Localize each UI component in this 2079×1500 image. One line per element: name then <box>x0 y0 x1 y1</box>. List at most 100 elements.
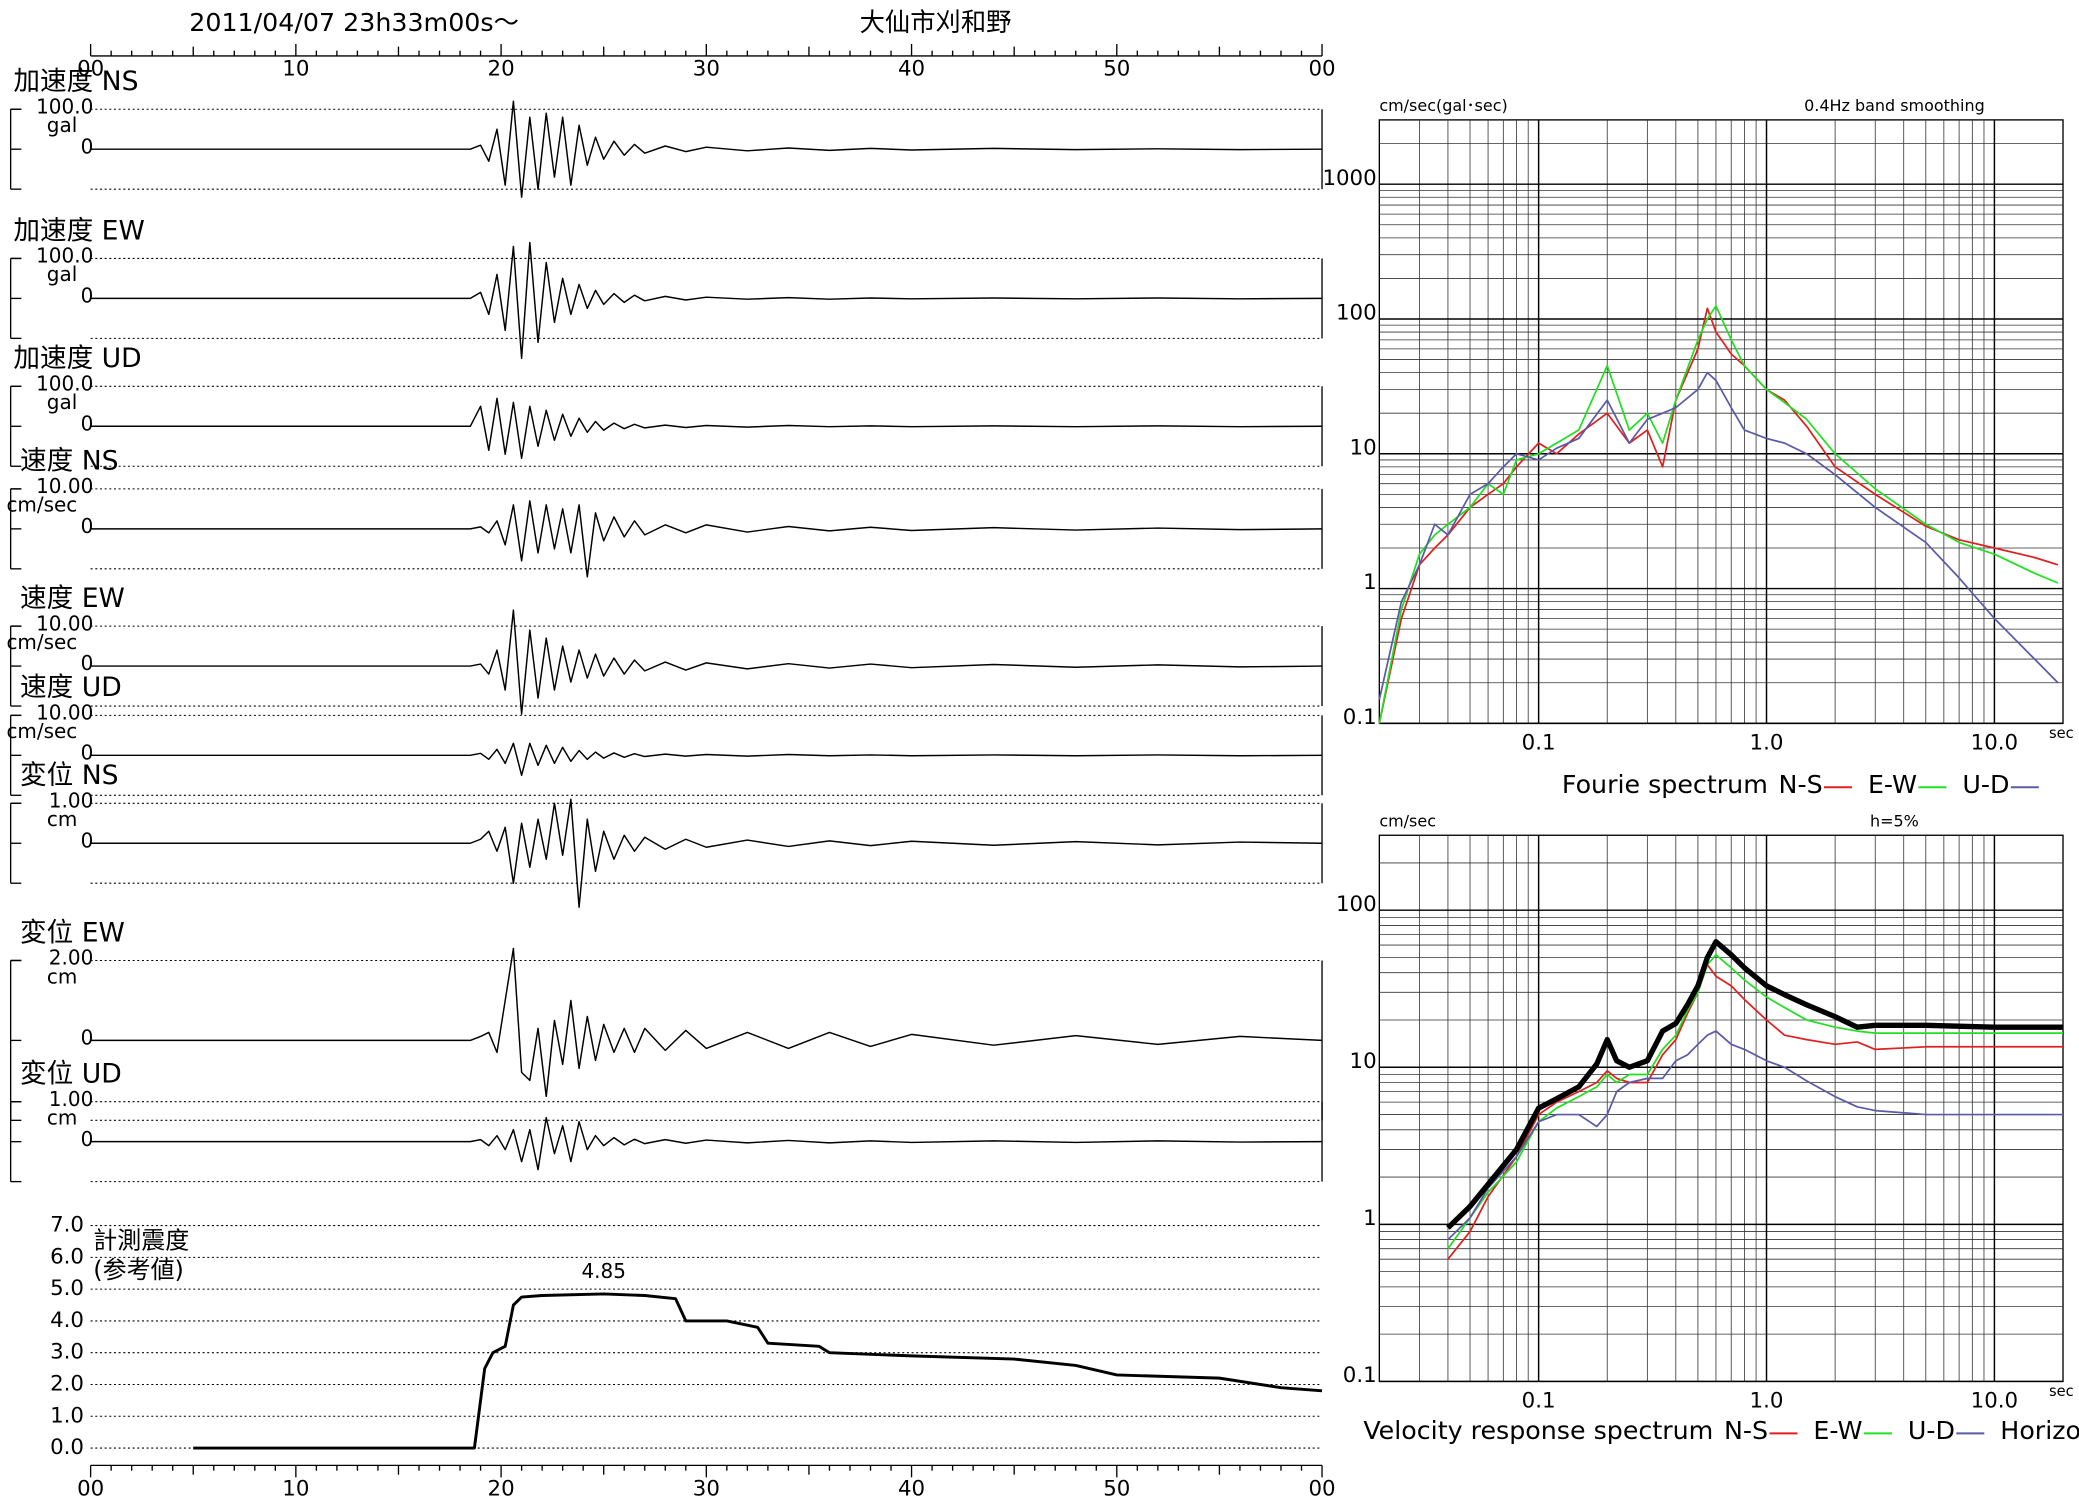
x-tick-label: 20 <box>488 1476 515 1500</box>
x-tick-label: 00 <box>77 1476 104 1500</box>
trace <box>90 798 1323 908</box>
y-tick-label: 1 <box>1363 1206 1377 1231</box>
spectrum-line <box>1446 939 2064 1230</box>
y-tick-label: 3.0 <box>50 1340 84 1365</box>
trace <box>90 100 1323 198</box>
unit-label: cm <box>47 1106 77 1130</box>
datetime: 2011/04/07 23h33m00s〜 <box>189 8 519 37</box>
plot-frame <box>1378 119 2064 725</box>
panel-label: 変位 EW <box>20 917 125 948</box>
station: 大仙市刈和野 <box>860 8 1012 37</box>
legend-label: N-S <box>1779 770 1823 799</box>
y-tick-label: 0 <box>81 740 94 764</box>
y-tick-label: 2.0 <box>50 1371 84 1396</box>
y-tick-label: 0 <box>81 284 94 308</box>
x-tick-label: 00 <box>1308 1476 1335 1500</box>
y-tick-label: 0 <box>81 134 94 158</box>
unit-label: cm/sec <box>6 719 77 743</box>
trace <box>90 742 1323 777</box>
panel-label: 加速度 NS <box>13 66 138 97</box>
y-tick-label: 100.0 <box>36 94 93 118</box>
x-tick-label: 00 <box>1308 56 1335 81</box>
panel-label: 変位 UD <box>20 1059 122 1090</box>
unit-label: gal <box>47 262 77 286</box>
x-axis-label: sec <box>2049 725 2074 742</box>
y-tick-label: 7.0 <box>50 1213 84 1238</box>
y-tick-label: 4.0 <box>50 1308 84 1333</box>
y-tick-label: 6.0 <box>50 1244 84 1269</box>
panel-label: 変位 NS <box>20 760 119 791</box>
y-tick-label: 2.00 <box>49 946 93 970</box>
x-tick-label: 1.0 <box>1750 1388 1784 1413</box>
y-tick-label: 100.0 <box>36 371 93 395</box>
y-tick-label: 1000 <box>1322 166 1376 191</box>
y-tick-label: 0 <box>81 828 94 852</box>
unit-label: gal <box>47 113 77 137</box>
trace <box>90 500 1323 578</box>
y-tick-label: 10.00 <box>36 474 93 498</box>
x-tick-label: 10.0 <box>1971 1388 2018 1413</box>
y-axis-label: cm/sec(gal･sec) <box>1379 96 1507 115</box>
unit-label: cm <box>47 964 77 988</box>
y-tick-label: 1.00 <box>49 1087 93 1111</box>
legend-title: Fourie spectrum <box>1562 770 1768 799</box>
x-tick-label: 10 <box>282 56 309 81</box>
y-tick-label: 0 <box>81 411 94 435</box>
unit-label: gal <box>47 390 77 414</box>
panel-label: 速度 EW <box>20 583 125 614</box>
x-tick-label: 40 <box>898 56 925 81</box>
y-tick-label: 10 <box>1350 435 1377 460</box>
unit-label: cm/sec <box>6 493 77 517</box>
panel-label: 速度 UD <box>20 672 122 703</box>
x-tick-label: 30 <box>693 56 720 81</box>
trace <box>90 609 1323 715</box>
y-tick-label: 0 <box>81 514 94 538</box>
panel-label: 加速度 UD <box>13 343 141 374</box>
y-tick-label: 1 <box>1363 570 1377 595</box>
spectrum-line <box>1378 371 2059 700</box>
y-tick-label: 100 <box>1336 892 1377 917</box>
y-tick-label: 10 <box>1350 1049 1377 1074</box>
panel-label: 速度 NS <box>20 446 119 477</box>
x-tick-label: 40 <box>898 1476 925 1500</box>
legend-label: U-D <box>1962 770 2009 799</box>
subtitle: h=5% <box>1870 811 1919 830</box>
trace <box>90 947 1323 1098</box>
spectrum-line <box>1378 307 2059 724</box>
x-tick-label: 0.1 <box>1522 1388 1556 1413</box>
legend-label: N-S <box>1724 1416 1768 1445</box>
y-tick-label: 0 <box>81 1026 94 1050</box>
y-tick-label: 0.1 <box>1343 705 1377 730</box>
unit-label: cm/sec <box>6 630 77 654</box>
unit-label: cm <box>47 807 77 831</box>
x-axis-label: sec <box>2049 1383 2074 1400</box>
legend-label: E-W <box>1868 770 1917 799</box>
trace <box>90 241 1323 360</box>
spectrum-line <box>1447 963 2064 1260</box>
intensity-line <box>193 1292 1323 1450</box>
x-tick-label: 10.0 <box>1971 730 2018 755</box>
y-tick-label: 0 <box>81 651 94 675</box>
subtitle: 0.4Hz band smoothing <box>1804 96 1985 115</box>
panel-label: 加速度 EW <box>13 215 145 246</box>
y-tick-label: 0.0 <box>50 1435 84 1460</box>
x-tick-label: 50 <box>1103 56 1130 81</box>
x-tick-label: 0.1 <box>1522 730 1556 755</box>
x-tick-label: 30 <box>693 1476 720 1500</box>
x-tick-label: 50 <box>1103 1476 1130 1500</box>
y-tick-label: 10.00 <box>36 701 93 725</box>
y-tick-label: 5.0 <box>50 1276 84 1301</box>
data-label: 4.85 <box>581 1259 625 1283</box>
y-tick-label: 100 <box>1336 301 1377 326</box>
y-axis-label: 計測震度 <box>93 1227 189 1255</box>
y-tick-label: 10.00 <box>36 611 93 635</box>
y-tick-label: 0 <box>81 1127 94 1151</box>
x-tick-label: 10 <box>282 1476 309 1500</box>
y-tick-label: 0.1 <box>1343 1363 1377 1388</box>
x-tick-label: 00 <box>77 56 104 81</box>
y-tick-label: 1.0 <box>50 1403 84 1428</box>
y-tick-label: 100.0 <box>36 244 93 268</box>
legend-label: U-D <box>1908 1416 1955 1445</box>
